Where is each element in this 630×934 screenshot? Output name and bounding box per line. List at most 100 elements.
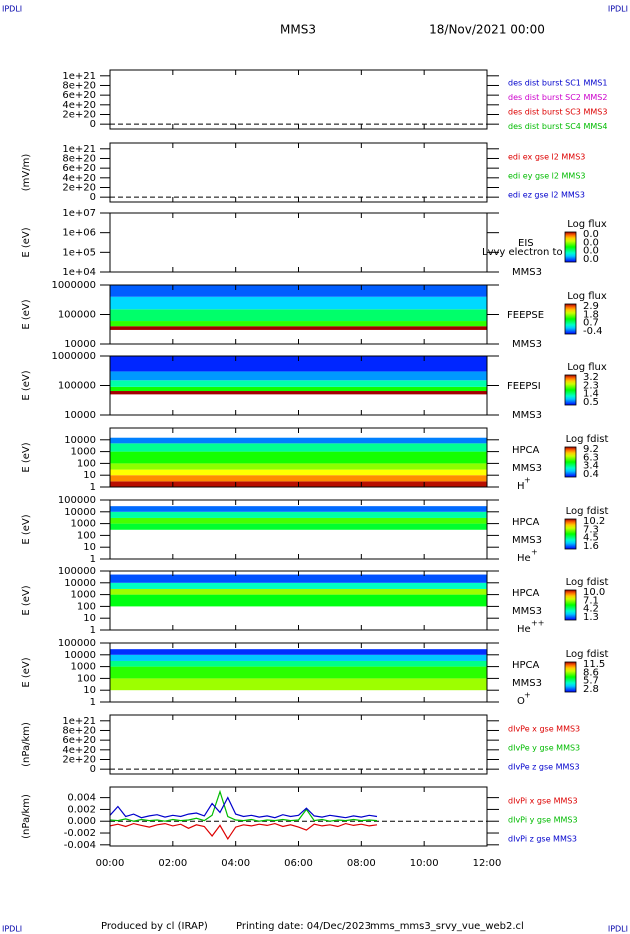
- y-tick-label: 0: [90, 119, 96, 130]
- y-tick-label: 100000: [58, 495, 96, 506]
- panel: [110, 285, 487, 330]
- y-tick-label: 2e+20: [62, 109, 96, 120]
- legend-entry: dIvPe z gse MMS3: [508, 763, 580, 772]
- legend-entry: edi ey gse l2 MMS3: [508, 172, 586, 181]
- y-axis-label: (mV/m): [21, 154, 32, 192]
- y-tick-label: 6e+20: [62, 735, 96, 746]
- panel-frame: [109, 714, 488, 775]
- colorbar-title: Log fdist: [566, 434, 609, 445]
- y-tick-label: 4e+20: [62, 745, 96, 756]
- y-tick-label: 10: [83, 542, 96, 553]
- y-tick-label: 1000000: [51, 280, 96, 291]
- y-tick-label: 1000: [71, 590, 96, 601]
- y-axis-label: E (eV): [21, 442, 32, 472]
- instrument-label: HPCA: [512, 660, 540, 671]
- y-axis-label: (nPa/km): [21, 722, 32, 767]
- y-tick-label: 100: [77, 601, 96, 612]
- y-tick-label: 10000: [64, 650, 96, 661]
- colorbar-tick-label: 0.4: [583, 469, 599, 480]
- spectrogram-cell: [110, 511, 487, 518]
- species-label: H: [517, 481, 525, 492]
- colorbar: [564, 518, 577, 550]
- y-tick-label: 1e+21: [62, 71, 96, 82]
- y-tick-label: 8e+20: [62, 725, 96, 736]
- spectrogram-cell: [110, 356, 487, 372]
- y-tick-label: 1: [90, 697, 96, 708]
- y-tick-label: 100: [77, 673, 96, 684]
- spectrogram-cell: [110, 506, 487, 512]
- spectrogram-cell: [110, 463, 487, 470]
- footer-date: Printing date: 04/Dec/2023: [236, 921, 371, 932]
- spectrogram-cell: [110, 574, 487, 583]
- spacecraft-label: MMS3: [512, 410, 542, 421]
- legend-entry: edi ex gse l2 MMS3: [508, 153, 585, 162]
- spectrogram-cell: [110, 285, 487, 297]
- colorbar-title: Log flux: [567, 362, 607, 373]
- colorbar: [564, 661, 577, 693]
- x-tick-label: 00:00: [96, 858, 125, 869]
- instrument-label: EIS: [518, 238, 534, 249]
- colorbar: [564, 589, 577, 621]
- corner-tag: IPDLI: [2, 5, 22, 14]
- colorbar: [564, 231, 577, 263]
- y-tick-label: 2e+20: [62, 754, 96, 765]
- colorbar-tick-label: 3.4: [583, 461, 599, 472]
- spectrogram-cell: [110, 296, 487, 310]
- instrument-label: FEEPSE: [507, 310, 544, 321]
- spacecraft-label: MMS3: [512, 463, 542, 474]
- spectrogram-cell: [110, 678, 487, 691]
- colorbar-tick-label: 3.2: [583, 372, 599, 383]
- legend-entry: des dist burst SC1 MMS1: [508, 79, 607, 88]
- y-tick-label: 10000: [64, 507, 96, 518]
- species-label: He: [517, 624, 531, 635]
- species-label: O: [517, 696, 525, 707]
- colorbar-tick-label: 1.3: [583, 612, 599, 623]
- colorbar-tick-label: 10.0: [583, 587, 605, 598]
- spectrogram-cell: [110, 437, 487, 444]
- panel-frame: [109, 142, 488, 203]
- spectrogram-cell: [110, 321, 487, 327]
- colorbar-tick-label: 0.7: [583, 318, 599, 329]
- spectrogram-cell: [110, 475, 487, 482]
- y-tick-label: 8e+20: [62, 153, 96, 164]
- charge-label: +: [524, 476, 531, 485]
- y-tick-label: 100000: [58, 310, 96, 321]
- x-tick-label: 08:00: [347, 858, 376, 869]
- colorbar: [564, 303, 577, 335]
- colorbar-tick-label: 0.0: [583, 229, 599, 240]
- spectrogram-cell: [110, 654, 487, 661]
- spacecraft-label: MMS3: [512, 267, 542, 278]
- y-axis-label: E (eV): [21, 585, 32, 615]
- corner-tag: IPDLI: [608, 5, 628, 14]
- y-axis-label: E (eV): [21, 227, 32, 257]
- y-tick-label: 1e+05: [62, 247, 96, 258]
- panel: [110, 649, 487, 691]
- y-tick-label: 0.002: [67, 804, 96, 815]
- x-tick-label: 06:00: [284, 858, 313, 869]
- spectrogram-cell: [110, 594, 487, 607]
- y-tick-label: 10: [83, 470, 96, 481]
- spectrogram-cell: [110, 469, 487, 476]
- y-tick-label: 10000: [64, 410, 96, 421]
- spectrogram-cell: [110, 371, 487, 381]
- y-tick-label: 10: [83, 613, 96, 624]
- panel: [110, 789, 487, 841]
- colorbar-tick-label: 2.8: [583, 684, 599, 695]
- y-tick-label: 10: [83, 685, 96, 696]
- series-line: [110, 789, 378, 822]
- y-tick-label: 1000: [71, 447, 96, 458]
- x-tick-label: 04:00: [221, 858, 250, 869]
- y-tick-label: 1e+21: [62, 716, 96, 727]
- species-label: He: [517, 553, 531, 564]
- y-tick-label: 1e+07: [62, 208, 96, 219]
- charge-label: +: [531, 548, 538, 557]
- legend-entry: des dist burst SC2 MMS2: [508, 93, 607, 102]
- legend-entry: dIvPe x gse MMS3: [508, 725, 580, 734]
- subtitle: Lvvy electron to: [482, 247, 563, 258]
- instrument-label: HPCA: [512, 517, 540, 528]
- colorbar-tick-label: 9.2: [583, 444, 599, 455]
- colorbar-title: Log fdist: [566, 577, 609, 588]
- instrument-label: FEEPSI: [507, 381, 541, 392]
- y-tick-label: 1: [90, 625, 96, 636]
- y-tick-label: 100: [77, 530, 96, 541]
